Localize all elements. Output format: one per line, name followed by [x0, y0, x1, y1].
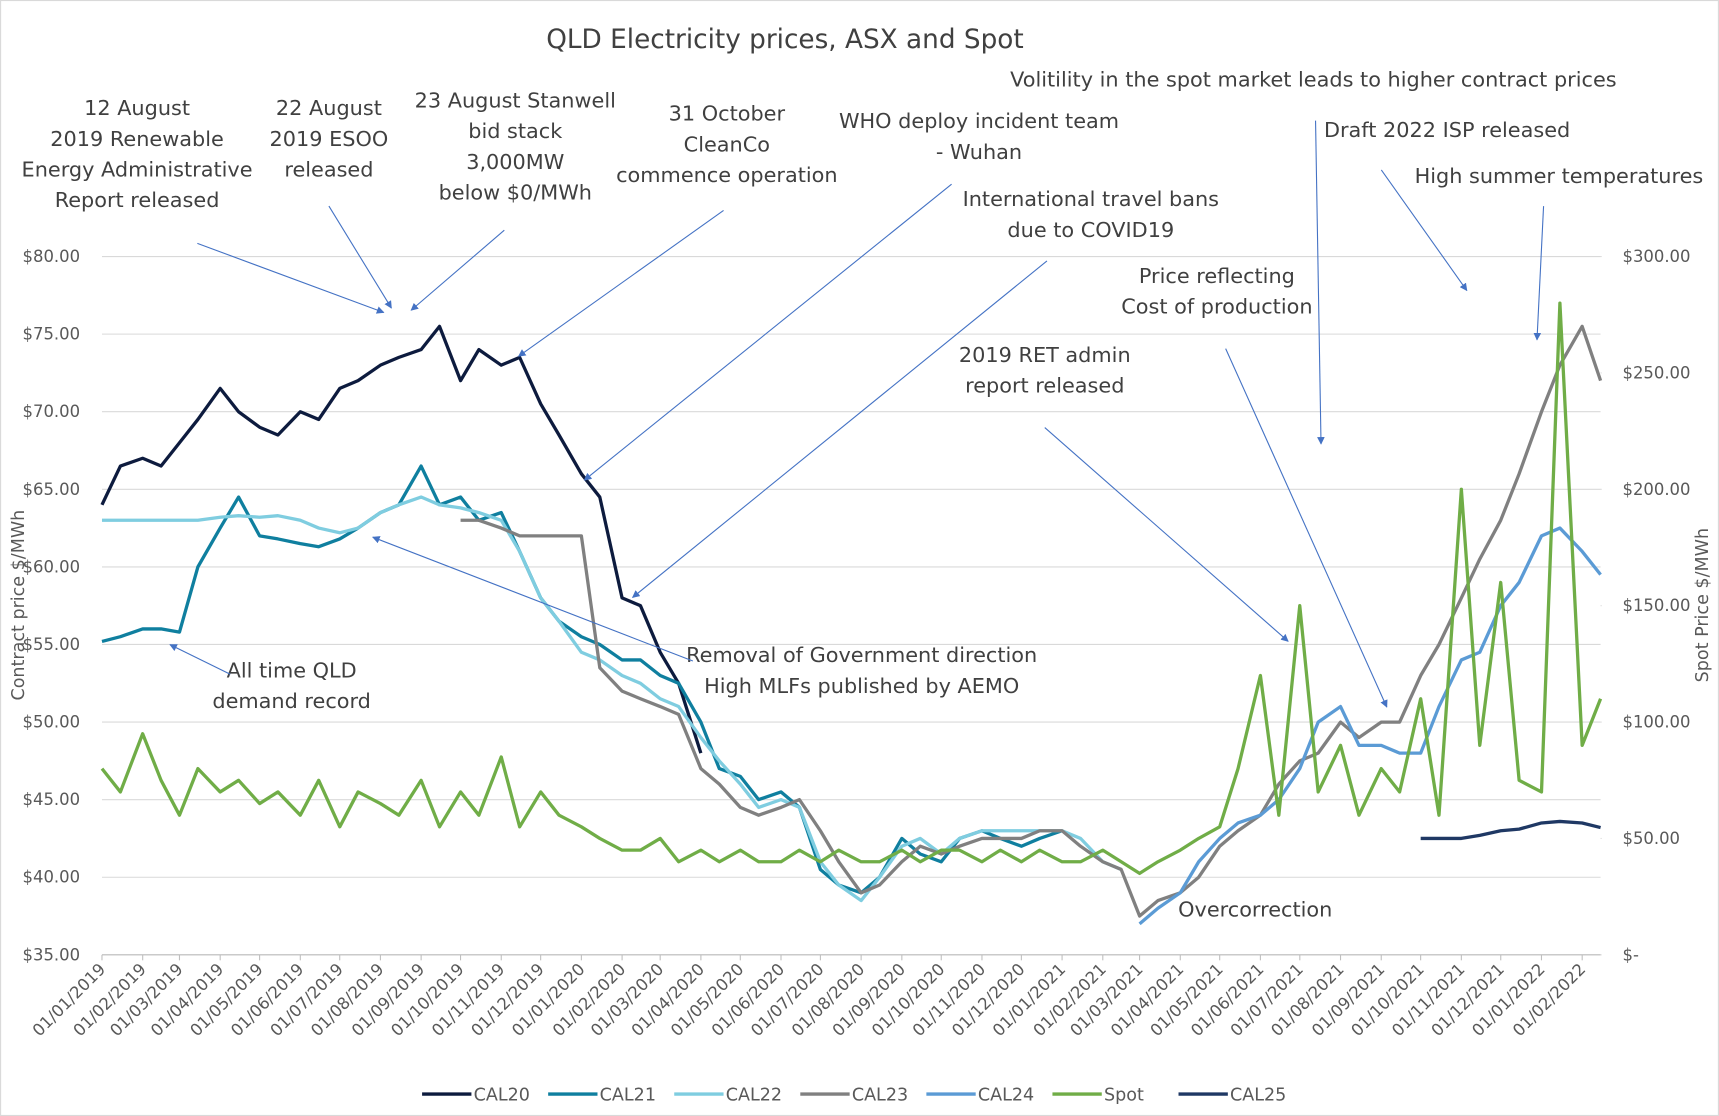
y2-tick-label: $150.00 — [1623, 596, 1691, 615]
annotation: Draft 2022 ISP released — [1324, 118, 1570, 142]
annotation: 12 August 2019 Renewable Energy Administra… — [22, 96, 253, 212]
y-tick-label: $55.00 — [23, 635, 81, 654]
annotation-line: bid stack — [468, 119, 562, 143]
series-line — [1420, 819, 1601, 841]
series-line — [1138, 526, 1602, 926]
annotation-arrow — [410, 229, 505, 311]
annotation: 23 August Stanwell bid stack 3,000MW below … — [415, 88, 616, 204]
legend-label: CAL22 — [726, 1086, 782, 1106]
annotation-line: Removal of Government direction — [686, 643, 1037, 667]
annotation-line: commence operation — [616, 163, 838, 187]
series-line — [460, 324, 1603, 918]
y-tick-label: $70.00 — [23, 402, 81, 421]
series-line — [100, 301, 1603, 876]
annotation: International travel bans due to COVID19 — [963, 187, 1219, 242]
annotation-line: All time QLD — [227, 658, 357, 682]
annotation-line: Volitility in the spot market leads to h… — [1010, 68, 1617, 92]
legend-label: CAL24 — [978, 1086, 1034, 1106]
annotation: Overcorrection — [1178, 897, 1332, 921]
y2-tick-label: $250.00 — [1623, 363, 1691, 382]
annotation-arrow — [1044, 427, 1289, 642]
annotation-line: WHO deploy incident team — [839, 109, 1119, 133]
legend-label: Spot — [1104, 1086, 1144, 1106]
annotation: All time QLD demand record — [212, 658, 371, 713]
y2-tick-label: $100.00 — [1623, 713, 1691, 732]
y-tick-label: $65.00 — [23, 480, 81, 499]
annotation: Price reflecting Cost of production — [1121, 264, 1312, 319]
series-line — [100, 324, 703, 754]
annotation-arrow — [1314, 120, 1325, 445]
annotation-arrow — [328, 205, 392, 309]
annotation: 22 August 2019 ESOO released — [270, 96, 389, 181]
annotation-line: 2019 ESOO — [270, 127, 389, 151]
annotation-arrow — [1380, 169, 1468, 292]
y2-tick-label: $200.00 — [1623, 480, 1691, 499]
annotation-arrow — [583, 183, 952, 481]
y-tick-label: $75.00 — [23, 325, 81, 344]
annotation-line: 23 August Stanwell — [415, 88, 616, 112]
y-axis-title: Contract price $/MWh — [9, 510, 29, 701]
annotation-line: High MLFs published by AEMO — [704, 674, 1019, 698]
series-line — [101, 495, 1122, 903]
annotation: High summer temperatures — [1415, 164, 1704, 188]
annotation-line: Energy Administrative — [22, 157, 253, 181]
y-tick-label: $40.00 — [23, 868, 81, 887]
y-tick-label: $60.00 — [23, 557, 81, 576]
annotation-line: Draft 2022 ISP released — [1324, 118, 1570, 142]
annotation: Removal of Government direction High MLFs… — [686, 643, 1037, 698]
annotation-arrow — [517, 210, 724, 357]
annotation-line: report released — [965, 373, 1124, 397]
y2-tick-label: $50.00 — [1623, 829, 1681, 848]
annotation-arrow — [197, 242, 385, 314]
annotation-line: - Wuhan — [936, 140, 1022, 164]
annotation-line: Report released — [55, 188, 220, 212]
annotation-arrow — [1225, 348, 1388, 708]
annotation-line: 3,000MW — [466, 150, 564, 174]
y-tick-label: $35.00 — [23, 945, 81, 964]
y2-axis-title: Spot Price $/MWh — [1693, 528, 1713, 682]
annotation-line: Price reflecting — [1139, 264, 1295, 288]
annotation-line: CleanCo — [684, 132, 770, 156]
y2-tick-label: $300.00 — [1623, 247, 1691, 266]
annotation-line: released — [284, 157, 373, 181]
annotation-line: due to COVID19 — [1007, 218, 1174, 242]
annotation-line: International travel bans — [963, 187, 1219, 211]
annotation-line: 31 October — [669, 102, 786, 126]
annotation: WHO deploy incident team - Wuhan — [839, 109, 1119, 164]
annotation-line: 2019 RET admin — [959, 343, 1131, 367]
annotation-line: Overcorrection — [1178, 897, 1332, 921]
legend-label: CAL25 — [1230, 1086, 1286, 1106]
annotation-line: 2019 Renewable — [50, 127, 223, 151]
legend-label: CAL20 — [474, 1086, 530, 1106]
annotation-arrow — [372, 536, 694, 662]
annotation-arrow — [631, 260, 1048, 598]
annotation-line: 22 August — [276, 96, 382, 120]
legend-label: CAL23 — [852, 1086, 908, 1106]
annotation-arrow — [1533, 206, 1545, 341]
y-tick-label: $45.00 — [23, 790, 81, 809]
annotation-line: below $0/MWh — [439, 181, 592, 205]
annotation-line: Cost of production — [1121, 295, 1312, 319]
y-tick-label: $50.00 — [23, 713, 81, 732]
annotation-line: 12 August — [84, 96, 190, 120]
annotation-line: demand record — [212, 689, 371, 713]
annotation: Volitility in the spot market leads to h… — [1010, 68, 1617, 92]
annotation: 31 October CleanCo commence operation — [616, 102, 838, 187]
y2-tick-label: $- — [1623, 945, 1639, 964]
legend-label: CAL21 — [600, 1086, 656, 1106]
annotation-line: High summer temperatures — [1415, 164, 1704, 188]
y-tick-label: $80.00 — [23, 247, 81, 266]
series-line — [101, 464, 1063, 895]
annotation: 2019 RET admin report released — [959, 343, 1131, 398]
annotation-arrow — [169, 644, 231, 675]
chart-title: QLD Electricity prices, ASX and Spot — [546, 25, 1023, 55]
